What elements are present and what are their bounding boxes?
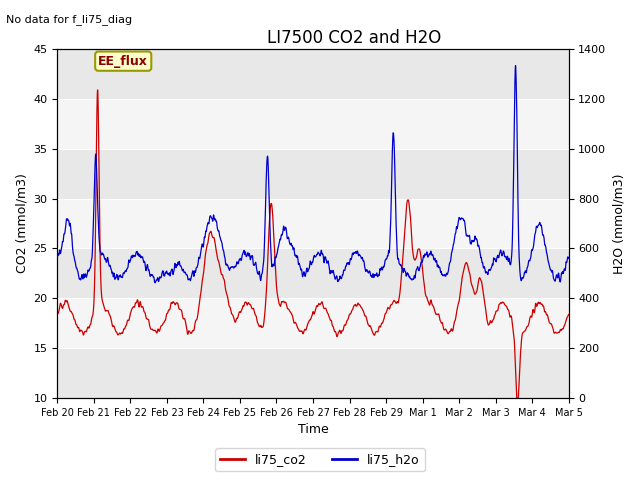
Title: LI7500 CO2 and H2O: LI7500 CO2 and H2O: [267, 29, 441, 48]
Text: EE_flux: EE_flux: [99, 55, 148, 68]
Text: No data for f_li75_diag: No data for f_li75_diag: [6, 14, 132, 25]
Bar: [58, 99, 568, 149]
Bar: [58, 199, 568, 248]
Y-axis label: H2O (mmol/m3): H2O (mmol/m3): [612, 173, 625, 274]
Legend: li75_co2, li75_h2o: li75_co2, li75_h2o: [215, 448, 425, 471]
Y-axis label: CO2 (mmol/m3): CO2 (mmol/m3): [15, 173, 28, 274]
Bar: [58, 298, 568, 348]
X-axis label: Time: Time: [298, 423, 328, 436]
